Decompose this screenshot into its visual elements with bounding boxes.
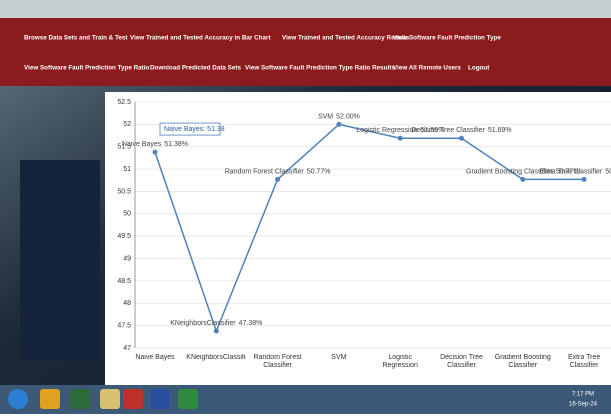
x-tick: Logistic Regression	[370, 354, 430, 378]
taskbar-icon[interactable]	[123, 389, 143, 409]
taskbar	[0, 385, 611, 414]
tooltip: Naive Bayes: 51.38	[164, 126, 225, 133]
y-tick-label: 49.5	[117, 233, 131, 240]
nav-link[interactable]: View Software Fault Prediction Type Rati…	[24, 65, 150, 72]
y-tick-label: 48	[123, 300, 131, 307]
photo-strip	[0, 0, 611, 18]
label-value: 51.69%	[488, 127, 512, 134]
label-value: 47.38%	[239, 320, 263, 327]
nav-link[interactable]: View Software Fault Prediction Type	[393, 35, 501, 42]
x-tick: Random Forest Classifier	[248, 354, 308, 378]
x-tick-label: Decision Tree Classifier	[432, 354, 492, 370]
x-tick-label: KNeighborsClassifier	[186, 354, 246, 362]
y-tick-label: 52.5	[117, 99, 131, 106]
point	[336, 122, 341, 127]
point	[153, 150, 158, 155]
nav-link[interactable]: View Software Fault Prediction Type Rati…	[245, 65, 395, 72]
y-tick-label: 47	[123, 345, 131, 352]
nav-link[interactable]: View Trained and Tested Accuracy Results	[282, 35, 410, 42]
x-tick-label: Gradient Boosting Classifier	[493, 354, 553, 370]
y-tick-label: 47.5	[117, 322, 131, 329]
label-category: Decision Tree Classifier	[411, 127, 485, 134]
label-value: 51.38%	[164, 141, 188, 148]
x-tick: KNeighborsClassifier	[186, 354, 246, 378]
taskbar-icon[interactable]	[70, 389, 90, 409]
label-category: Extra Tree Classifier	[539, 168, 603, 175]
y-tick-label: 50	[123, 211, 131, 218]
taskbar-icon[interactable]	[150, 389, 170, 409]
chart-panel	[105, 92, 611, 385]
taskbar-icon[interactable]	[40, 389, 60, 409]
clock-date: 16-Sep-24	[569, 402, 598, 408]
taskbar-icon[interactable]	[178, 389, 198, 409]
y-tick-label: 51	[123, 166, 131, 173]
x-tick: Decision Tree Classifier	[432, 354, 492, 378]
clock-time: 7:17 PM	[572, 392, 594, 398]
point	[275, 177, 280, 182]
y-tick-label: 52	[123, 121, 131, 128]
label-category: KNeighborsClassifier	[170, 320, 236, 327]
label-value: 52.00%	[336, 113, 360, 120]
label-value: 50.77%	[307, 168, 331, 175]
label-category: Naive Bayes	[122, 141, 162, 148]
start-button[interactable]	[8, 389, 28, 409]
nav-link[interactable]: Logout	[468, 65, 490, 72]
nav-link[interactable]: View Trained and Tested Accuracy in Bar …	[130, 35, 271, 42]
label-category: SVM	[318, 113, 333, 120]
x-tick-label: Extra Tree Classifier	[554, 354, 611, 370]
y-tick-label: 49	[123, 255, 131, 262]
taskbar-icon[interactable]	[100, 389, 120, 409]
label-category: Random Forest Classifier	[225, 168, 305, 175]
point	[398, 136, 403, 141]
point	[582, 177, 587, 182]
nav-link[interactable]: View All Remote Users	[393, 65, 461, 72]
x-tick-label: Random Forest Classifier	[248, 354, 308, 370]
nav-link[interactable]: Browse Data Sets and Train & Test	[24, 35, 128, 42]
x-tick: SVM	[309, 354, 369, 378]
nav-link[interactable]: Download Predicted Data Sets	[150, 65, 241, 72]
point	[459, 136, 464, 141]
point	[520, 177, 525, 182]
label-category: Logistic Regression	[356, 127, 417, 134]
y-tick-label: 50.5	[117, 188, 131, 195]
x-tick-label: SVM	[309, 354, 369, 362]
label-value: 50.77%	[605, 168, 611, 175]
x-tick: Extra Tree Classifier	[554, 354, 611, 378]
x-tick: Gradient Boosting Classifier	[493, 354, 553, 378]
point	[214, 329, 219, 334]
x-tick: Naive Bayes	[125, 354, 185, 378]
x-tick-label: Naive Bayes	[125, 354, 185, 362]
x-tick-label: Logistic Regression	[370, 354, 430, 370]
screen: 7:17 PM 16-Sep-24 Browse Data Sets and T…	[0, 0, 611, 414]
nav-bar	[0, 18, 611, 86]
y-tick-label: 48.5	[117, 278, 131, 285]
photo-screen	[20, 160, 100, 360]
